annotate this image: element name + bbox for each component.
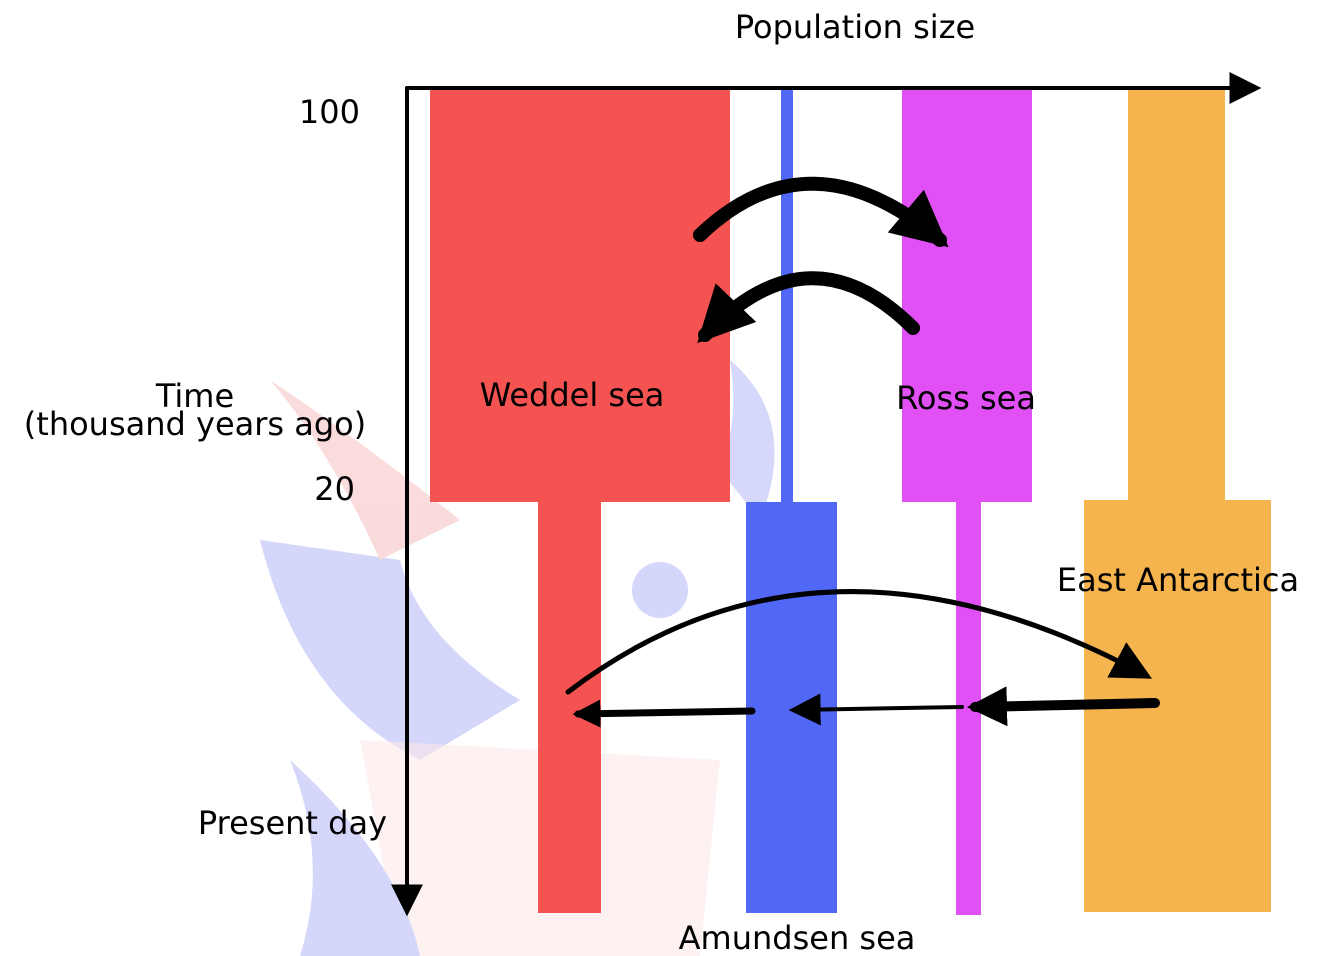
time-label: 100 — [299, 93, 360, 131]
time-label: Present day — [198, 804, 387, 842]
weddel-past — [430, 90, 730, 502]
east-past — [1128, 90, 1225, 500]
amundsen-past — [781, 90, 793, 502]
arrow — [693, 176, 949, 248]
weddel-recent — [538, 502, 601, 913]
population-label: Weddel sea — [480, 376, 665, 414]
ross-past — [902, 90, 1032, 502]
y-label: (thousand years ago) — [24, 405, 366, 443]
arrow — [697, 271, 920, 344]
arrow — [572, 699, 756, 728]
arrow — [967, 686, 1160, 727]
population-label: East Antarctica — [1057, 561, 1299, 599]
x-label: Population size — [735, 8, 975, 46]
y-label: Time — [155, 377, 234, 415]
population-label: Ross sea — [896, 379, 1036, 417]
migration-arrows — [565, 176, 1160, 728]
time-label: 20 — [314, 470, 355, 508]
population-bars — [430, 90, 1271, 915]
arrow — [565, 589, 1153, 695]
axes — [391, 72, 1262, 917]
population-label: Amundsen sea — [679, 919, 916, 956]
arrow — [788, 693, 964, 726]
